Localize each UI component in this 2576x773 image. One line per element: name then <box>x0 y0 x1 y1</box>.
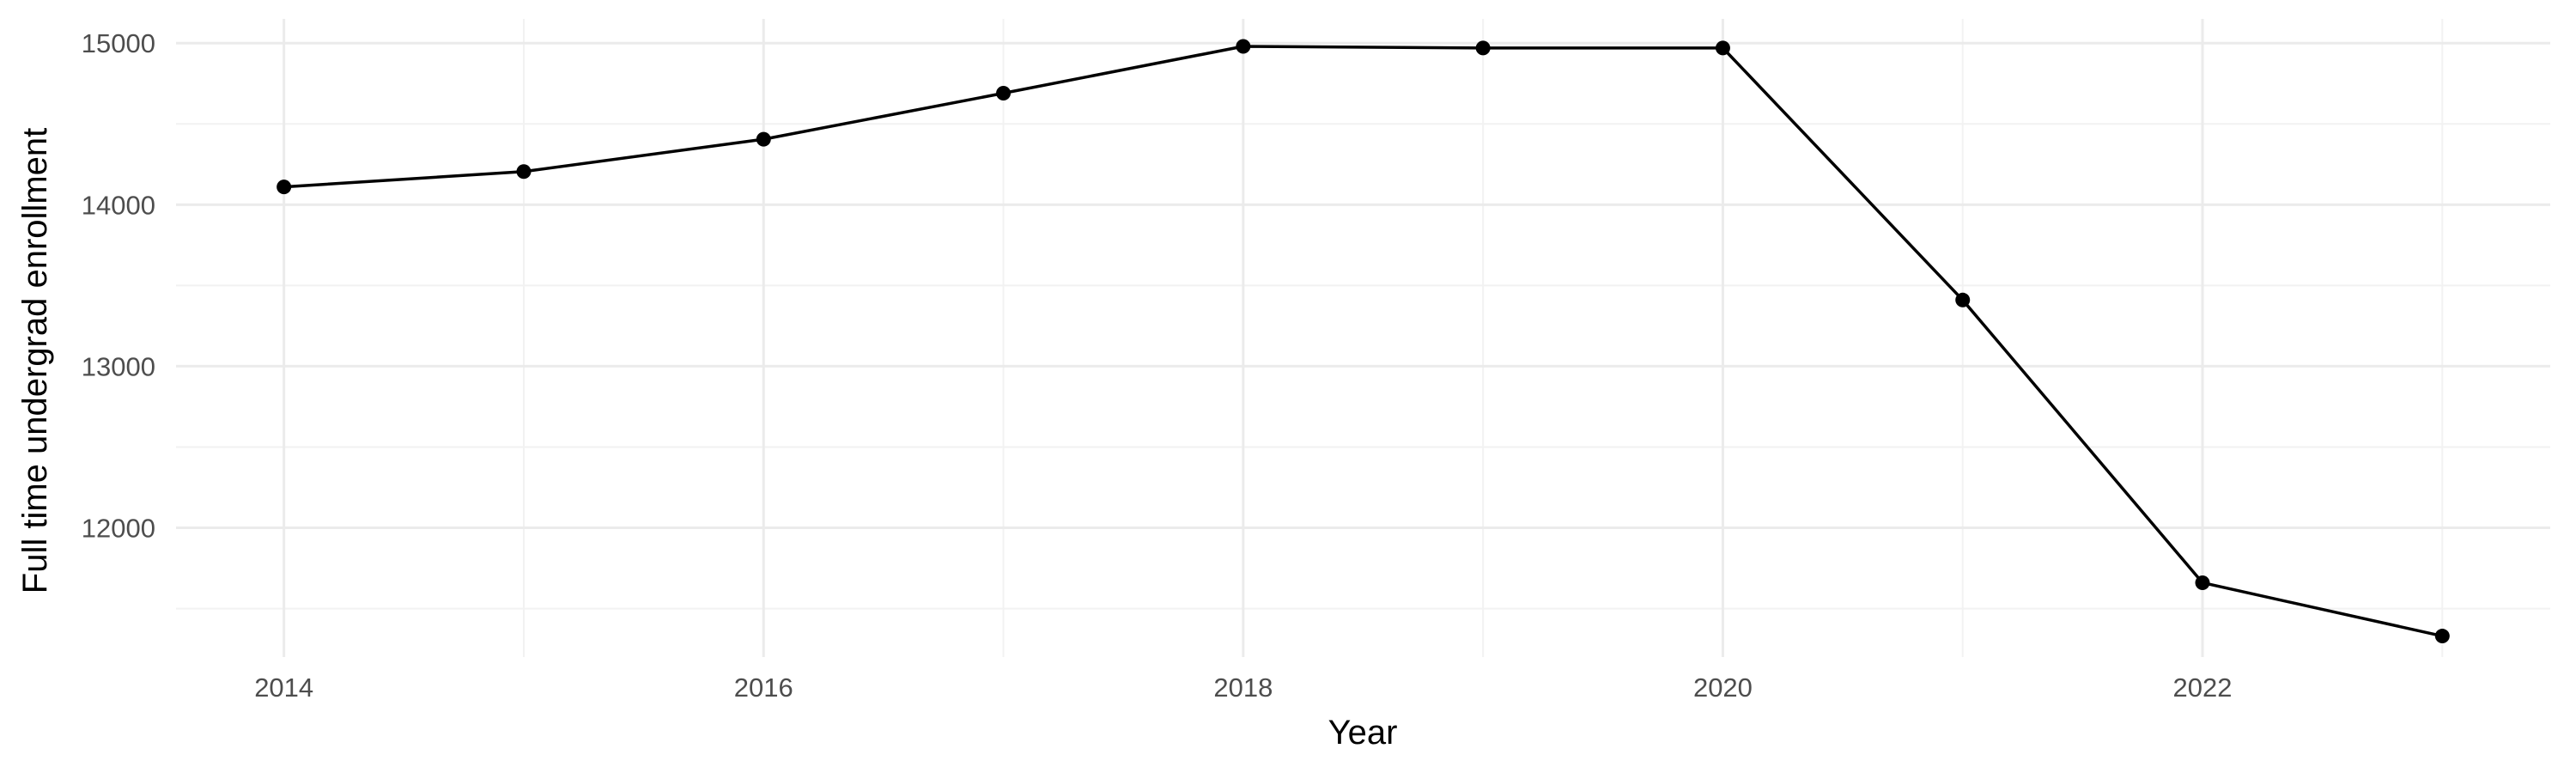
data-point <box>1955 292 1971 307</box>
data-point <box>276 180 292 195</box>
data-point <box>1715 40 1730 56</box>
grid <box>176 19 2550 657</box>
x-axis-title: Year <box>1328 714 1398 752</box>
x-tick-label: 2018 <box>1213 673 1273 703</box>
x-tick-labels: 2014 2016 2018 2020 2022 <box>254 673 2232 703</box>
data-point <box>516 164 532 180</box>
y-tick-label: 13000 <box>82 351 155 381</box>
series-line <box>283 45 2443 638</box>
y-axis-title: Full time undergrad enrollment <box>16 128 54 593</box>
y-tick-label: 15000 <box>82 28 155 58</box>
y-tick-label: 14000 <box>82 190 155 220</box>
series-layer <box>276 39 2450 644</box>
data-point <box>756 131 771 147</box>
data-point <box>1475 40 1491 56</box>
data-point <box>996 86 1012 101</box>
y-tick-labels: 12000 13000 14000 15000 <box>82 28 155 543</box>
x-tick-label: 2022 <box>2173 673 2233 703</box>
x-tick-label: 2016 <box>734 673 793 703</box>
data-point <box>1236 39 1251 54</box>
data-point <box>2195 575 2210 590</box>
x-tick-label: 2014 <box>254 673 313 703</box>
data-point <box>2434 629 2450 644</box>
x-tick-label: 2020 <box>1693 673 1753 703</box>
y-tick-label: 12000 <box>82 514 155 544</box>
